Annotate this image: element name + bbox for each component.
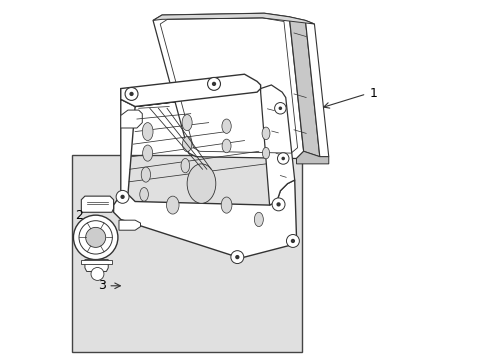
Circle shape xyxy=(286,234,299,247)
Circle shape xyxy=(85,228,105,247)
Polygon shape xyxy=(296,151,328,164)
Text: 2: 2 xyxy=(75,210,82,222)
Ellipse shape xyxy=(187,164,215,203)
Ellipse shape xyxy=(182,114,192,131)
Polygon shape xyxy=(121,74,260,107)
Polygon shape xyxy=(153,13,303,158)
Circle shape xyxy=(129,92,133,96)
Ellipse shape xyxy=(142,145,152,161)
Polygon shape xyxy=(121,110,142,128)
Ellipse shape xyxy=(262,147,269,159)
Polygon shape xyxy=(305,21,328,157)
Ellipse shape xyxy=(221,197,231,213)
Circle shape xyxy=(125,87,138,100)
Ellipse shape xyxy=(222,139,230,153)
Polygon shape xyxy=(85,260,108,271)
Ellipse shape xyxy=(142,123,153,140)
Text: 3: 3 xyxy=(99,279,106,292)
Circle shape xyxy=(281,157,285,160)
Circle shape xyxy=(73,215,118,260)
Circle shape xyxy=(91,267,104,280)
Polygon shape xyxy=(81,196,113,212)
Circle shape xyxy=(277,153,288,164)
Circle shape xyxy=(230,251,244,264)
Circle shape xyxy=(276,202,280,207)
Circle shape xyxy=(211,82,216,86)
Ellipse shape xyxy=(166,196,179,214)
Ellipse shape xyxy=(182,136,191,152)
Bar xyxy=(72,155,301,352)
Polygon shape xyxy=(119,220,140,230)
Circle shape xyxy=(278,107,282,110)
Polygon shape xyxy=(81,260,112,264)
Circle shape xyxy=(79,221,112,254)
Ellipse shape xyxy=(140,188,148,201)
Circle shape xyxy=(207,77,220,90)
Ellipse shape xyxy=(262,127,269,140)
Polygon shape xyxy=(153,13,314,24)
Circle shape xyxy=(290,239,294,243)
Ellipse shape xyxy=(141,167,150,182)
Circle shape xyxy=(274,103,285,114)
Polygon shape xyxy=(113,85,296,257)
Text: 1: 1 xyxy=(369,87,377,100)
Circle shape xyxy=(235,255,239,259)
Polygon shape xyxy=(260,85,294,205)
Circle shape xyxy=(116,190,129,203)
Circle shape xyxy=(120,195,124,199)
Circle shape xyxy=(271,198,285,211)
Ellipse shape xyxy=(222,119,231,134)
Ellipse shape xyxy=(181,158,189,173)
Ellipse shape xyxy=(254,212,263,226)
Polygon shape xyxy=(289,17,319,157)
